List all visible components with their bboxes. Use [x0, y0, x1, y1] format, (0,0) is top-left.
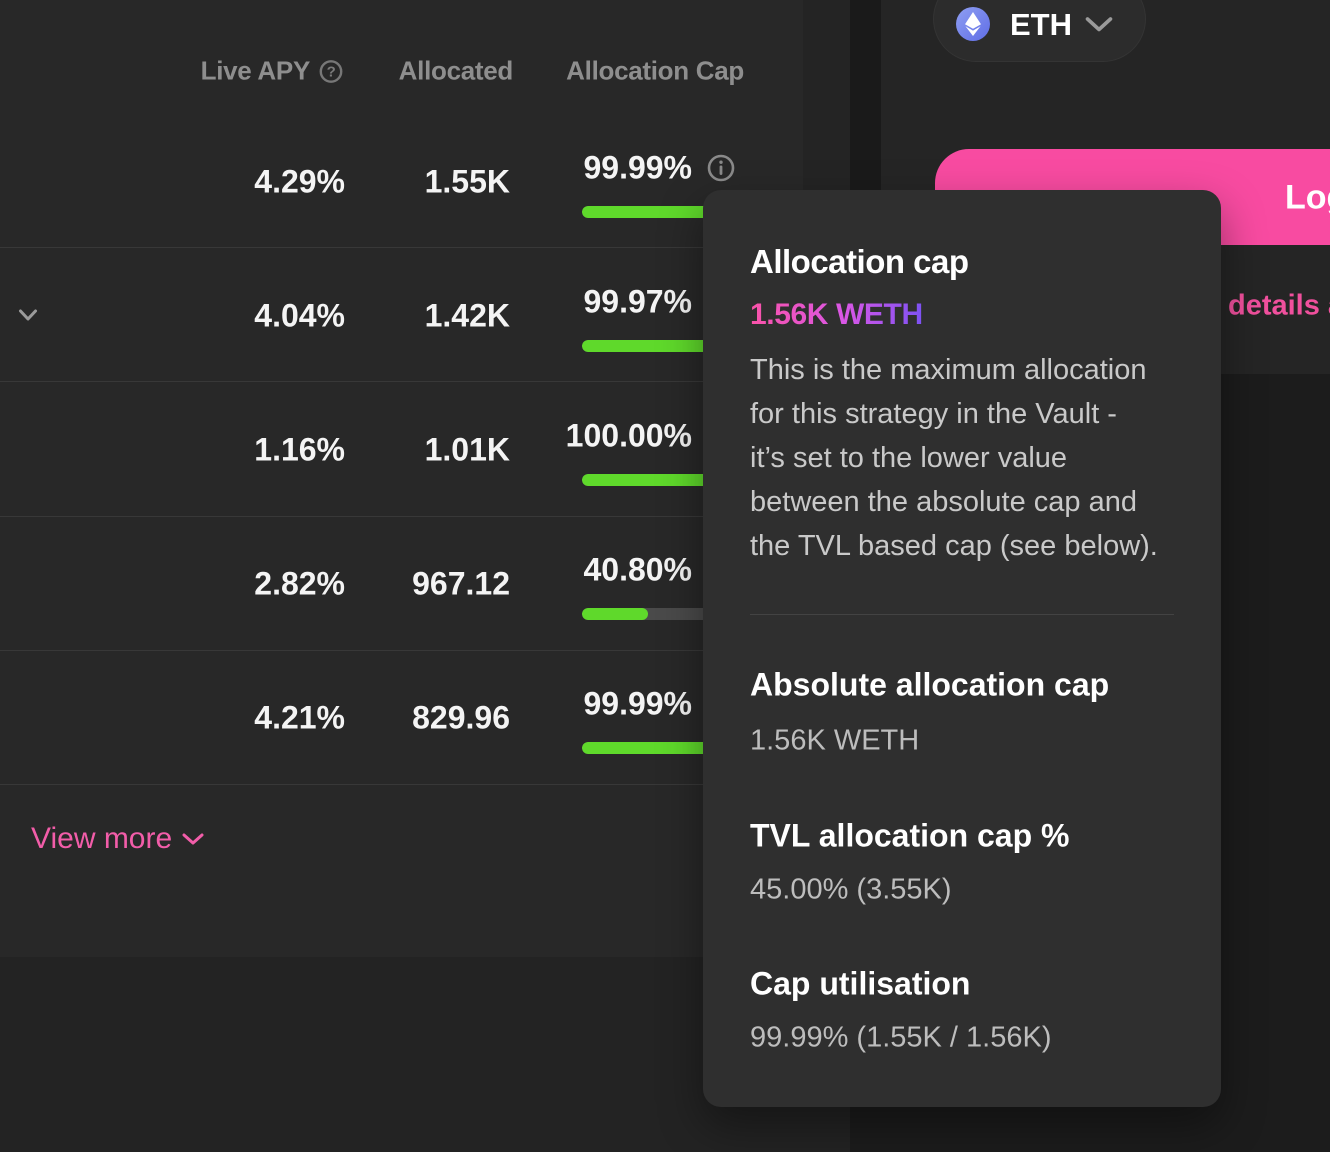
svg-text:?: ?: [327, 63, 336, 80]
